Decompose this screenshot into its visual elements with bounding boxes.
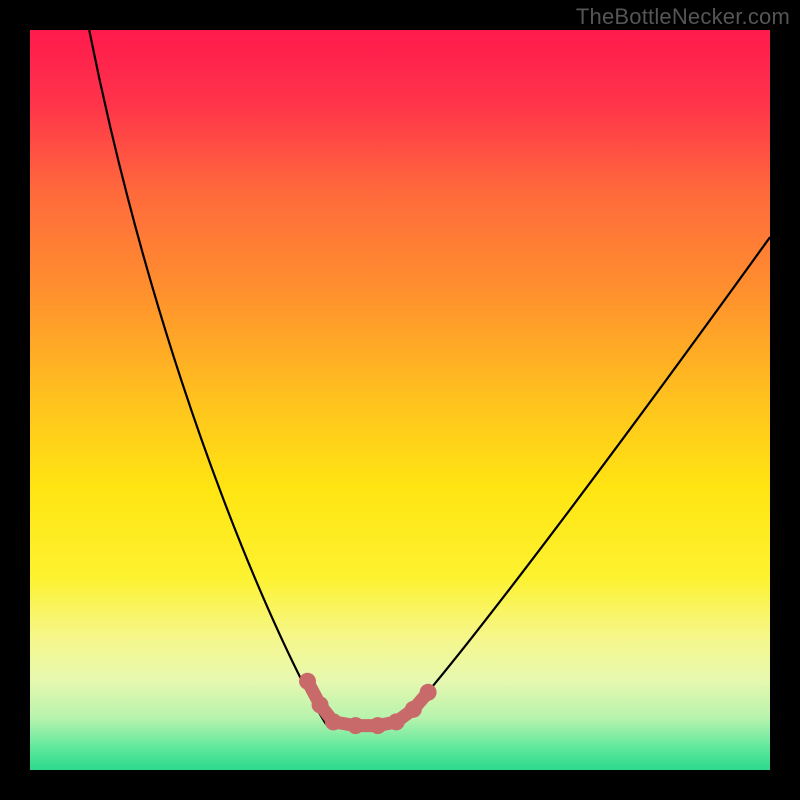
optimal-band-marker <box>312 696 329 713</box>
optimal-band-marker <box>299 673 316 690</box>
chart-frame: TheBottleNecker.com <box>0 0 800 800</box>
optimal-band-marker <box>369 717 386 734</box>
watermark-text: TheBottleNecker.com <box>576 4 790 30</box>
optimal-band-marker <box>420 684 437 701</box>
gradient-plot-area <box>30 30 770 770</box>
optimal-band-marker <box>405 701 422 718</box>
optimal-band-marker <box>388 713 405 730</box>
optimal-band-marker <box>347 717 364 734</box>
optimal-band-marker <box>325 713 342 730</box>
bottleneck-chart <box>0 0 800 800</box>
